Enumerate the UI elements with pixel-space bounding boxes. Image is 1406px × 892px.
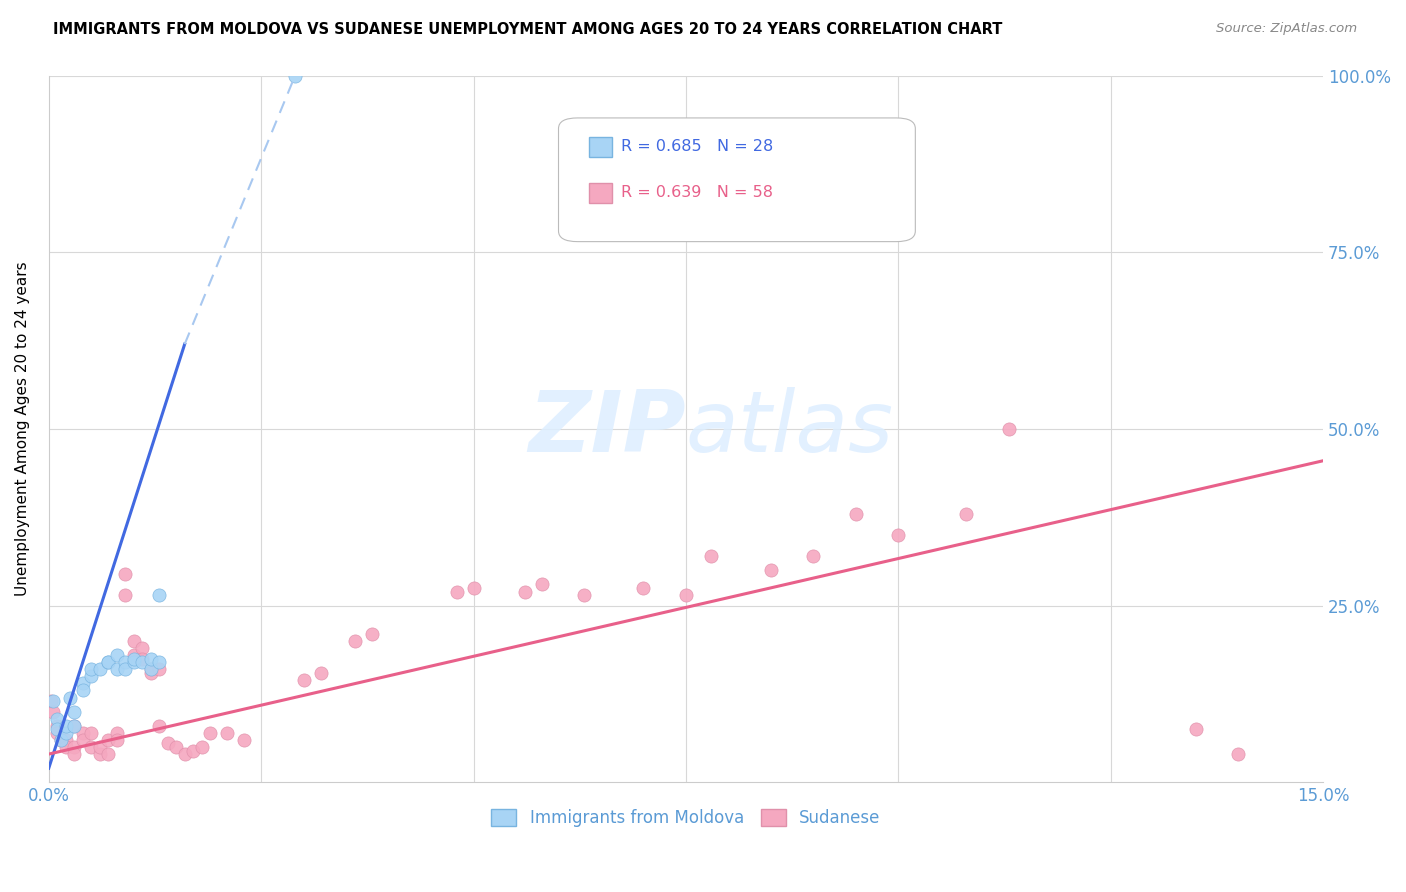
Point xyxy=(55,726,77,740)
Point xyxy=(139,662,162,676)
Point xyxy=(46,726,69,740)
Point xyxy=(97,655,120,669)
Point xyxy=(955,507,977,521)
Bar xyxy=(589,137,612,157)
Point xyxy=(63,719,86,733)
Point xyxy=(55,719,77,733)
Point xyxy=(80,739,103,754)
Point xyxy=(72,726,94,740)
Point xyxy=(139,651,162,665)
Point xyxy=(114,566,136,581)
Point xyxy=(105,662,128,676)
Point xyxy=(105,726,128,740)
Point xyxy=(675,588,697,602)
Point xyxy=(887,528,910,542)
Point xyxy=(1227,747,1250,761)
Point xyxy=(148,655,170,669)
Point xyxy=(59,690,82,705)
FancyBboxPatch shape xyxy=(558,118,915,242)
Point xyxy=(572,588,595,602)
Point xyxy=(233,733,256,747)
Point xyxy=(89,747,111,761)
Point xyxy=(97,733,120,747)
Point xyxy=(463,581,485,595)
Point xyxy=(148,588,170,602)
Point xyxy=(997,422,1019,436)
Point xyxy=(131,641,153,656)
Text: R = 0.639   N = 58: R = 0.639 N = 58 xyxy=(621,185,773,200)
Point xyxy=(803,549,825,564)
Point xyxy=(55,733,77,747)
Point xyxy=(80,669,103,683)
Point xyxy=(89,662,111,676)
Point xyxy=(51,733,73,747)
Point xyxy=(80,726,103,740)
Point xyxy=(63,705,86,719)
Point xyxy=(148,662,170,676)
Point xyxy=(105,648,128,662)
Point xyxy=(42,694,65,708)
Point xyxy=(46,712,69,726)
Text: IMMIGRANTS FROM MOLDOVA VS SUDANESE UNEMPLOYMENT AMONG AGES 20 TO 24 YEARS CORRE: IMMIGRANTS FROM MOLDOVA VS SUDANESE UNEM… xyxy=(53,22,1002,37)
Point xyxy=(139,665,162,680)
Text: Source: ZipAtlas.com: Source: ZipAtlas.com xyxy=(1216,22,1357,36)
Point xyxy=(173,747,195,761)
Point xyxy=(97,655,120,669)
Point xyxy=(72,733,94,747)
Point xyxy=(114,588,136,602)
Point xyxy=(42,705,65,719)
Point xyxy=(198,726,221,740)
Point xyxy=(360,627,382,641)
Point xyxy=(292,673,315,687)
Point xyxy=(72,683,94,698)
Point xyxy=(156,736,179,750)
Y-axis label: Unemployment Among Ages 20 to 24 years: Unemployment Among Ages 20 to 24 years xyxy=(15,261,30,596)
Point xyxy=(181,743,204,757)
Point xyxy=(513,584,536,599)
Point xyxy=(114,662,136,676)
Point xyxy=(63,739,86,754)
Point xyxy=(131,651,153,665)
Point xyxy=(122,651,145,665)
Bar xyxy=(589,183,612,202)
Point xyxy=(190,739,212,754)
Point xyxy=(530,577,553,591)
Point xyxy=(63,747,86,761)
Point xyxy=(165,739,187,754)
Point xyxy=(122,634,145,648)
Point xyxy=(148,719,170,733)
Point xyxy=(51,733,73,747)
Point xyxy=(446,584,468,599)
Point xyxy=(1184,723,1206,737)
Point xyxy=(114,655,136,669)
Text: ZIP: ZIP xyxy=(529,387,686,470)
Point xyxy=(700,549,723,564)
Point xyxy=(55,739,77,754)
Text: R = 0.685   N = 28: R = 0.685 N = 28 xyxy=(621,138,773,153)
Point xyxy=(131,655,153,669)
Point xyxy=(284,69,307,83)
Point xyxy=(139,662,162,676)
Point xyxy=(309,665,332,680)
Point xyxy=(122,655,145,669)
Legend: Immigrants from Moldova, Sudanese: Immigrants from Moldova, Sudanese xyxy=(485,803,887,834)
Point xyxy=(97,747,120,761)
Point xyxy=(39,694,62,708)
Point xyxy=(343,634,366,648)
Point xyxy=(80,662,103,676)
Point xyxy=(633,581,655,595)
Point xyxy=(46,723,69,737)
Point xyxy=(845,507,868,521)
Point xyxy=(759,563,782,577)
Point xyxy=(72,676,94,690)
Point xyxy=(89,739,111,754)
Point xyxy=(63,719,86,733)
Point xyxy=(105,733,128,747)
Point xyxy=(46,719,69,733)
Point xyxy=(122,648,145,662)
Point xyxy=(217,726,239,740)
Text: atlas: atlas xyxy=(686,387,894,470)
